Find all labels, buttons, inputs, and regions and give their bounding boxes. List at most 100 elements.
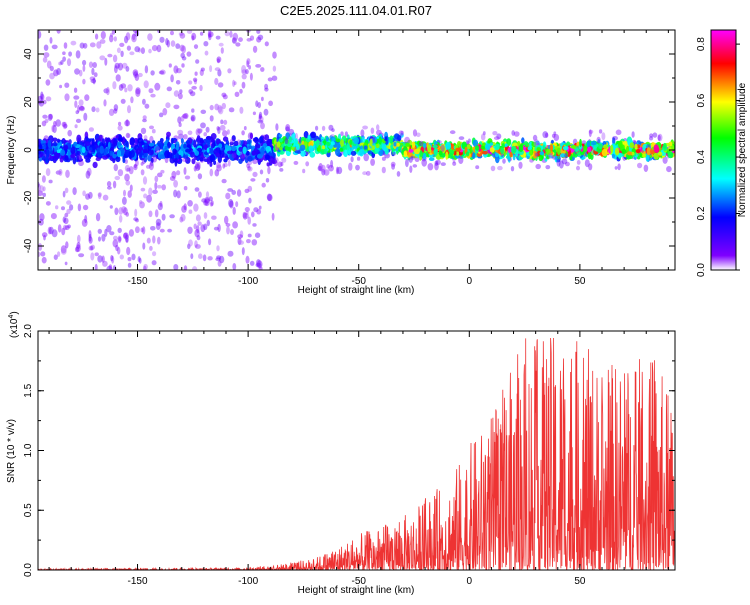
spectrogram-cell bbox=[157, 202, 163, 211]
spectrogram-cell bbox=[666, 166, 672, 173]
spectrogram-cell bbox=[176, 170, 181, 176]
spectrogram-cell bbox=[196, 147, 203, 152]
spectrogram-cell bbox=[346, 143, 350, 151]
spectrogram-cell bbox=[223, 158, 228, 163]
spectrogram-cell bbox=[374, 147, 380, 153]
spectrogram-cell bbox=[365, 170, 371, 176]
spectrogram-cell bbox=[41, 120, 47, 127]
spectrogram-cell bbox=[242, 146, 247, 154]
spectrogram-cell bbox=[215, 257, 221, 262]
spectrogram-cell bbox=[208, 33, 212, 41]
spectrogram-cell bbox=[110, 255, 114, 262]
spectrogram-cell bbox=[376, 124, 380, 131]
spectrogram-cell bbox=[111, 30, 116, 35]
spectrogram-cell bbox=[456, 151, 460, 157]
spectrogram-cell bbox=[89, 147, 93, 152]
spectrogram-cell bbox=[183, 265, 188, 270]
spectrogram-cell bbox=[183, 167, 187, 175]
spectrogram-cell bbox=[247, 233, 252, 238]
spectrogram-cell bbox=[201, 198, 207, 203]
spectrogram-cell bbox=[60, 60, 64, 65]
spectrogram-cell bbox=[216, 255, 222, 260]
spectrogram-cell bbox=[109, 205, 113, 209]
spectrogram-cell bbox=[83, 112, 88, 121]
spectrogram-cell bbox=[258, 111, 263, 119]
spectrogram-cell bbox=[227, 150, 233, 155]
spectrogram-cell bbox=[115, 74, 121, 82]
spectrogram-cell bbox=[421, 158, 428, 167]
spectrogram-cell bbox=[147, 33, 153, 41]
spectrogram-cell bbox=[135, 218, 139, 223]
spectrogram-cell bbox=[130, 96, 134, 104]
spectrogram-cell bbox=[264, 87, 269, 92]
spectrogram-cell bbox=[106, 265, 113, 270]
spectrogram-cell bbox=[42, 56, 48, 63]
spectrogram-cell bbox=[172, 148, 177, 155]
spectrogram-cell bbox=[261, 182, 266, 188]
spectrogram-cell bbox=[168, 63, 172, 68]
spectrogram-cell bbox=[117, 169, 124, 177]
spectrogram-cell bbox=[238, 240, 244, 245]
spectrogram-cell bbox=[40, 140, 46, 144]
figure-title: C2E5.2025.111.04.01.R07 bbox=[280, 3, 432, 18]
spectrogram-cell bbox=[267, 166, 271, 175]
spectrogram-cell bbox=[116, 47, 121, 54]
spectrogram-cell bbox=[631, 131, 635, 138]
spectrogram-cell bbox=[159, 69, 166, 75]
spectrogram-cell bbox=[63, 123, 68, 129]
spectrogram-cell bbox=[65, 241, 69, 249]
spectrogram-cell bbox=[587, 151, 592, 160]
spectrogram-cell bbox=[39, 185, 44, 193]
spectrogram-cell bbox=[279, 168, 284, 172]
spectrogram-cell bbox=[246, 60, 250, 68]
spectrogram-cell bbox=[274, 157, 279, 164]
spectrogram-cell bbox=[133, 164, 138, 171]
spectrogram-cell bbox=[384, 136, 388, 142]
spectrogram-cell bbox=[229, 141, 235, 146]
spectrogram-cell bbox=[224, 144, 229, 152]
spectrogram-cell bbox=[137, 256, 141, 263]
y-tick-label: 0.5 bbox=[23, 503, 34, 517]
spectrogram-cell bbox=[241, 247, 245, 256]
spectrogram-cell bbox=[408, 149, 414, 153]
spectrogram-cell bbox=[231, 190, 236, 195]
spectrogram-cell bbox=[129, 184, 133, 192]
spectrogram-cell bbox=[370, 158, 375, 166]
spectrogram-cell bbox=[76, 241, 81, 249]
spectrogram-cell bbox=[64, 212, 69, 218]
spectrogram-cell bbox=[113, 138, 118, 147]
spectrogram-cell bbox=[78, 69, 83, 77]
spectrogram-cell bbox=[267, 139, 271, 147]
spectrogram-cell bbox=[318, 163, 323, 172]
spectrogram-cell bbox=[255, 143, 261, 149]
spectrogram-cell bbox=[641, 150, 646, 155]
spectrogram-cell bbox=[126, 167, 131, 172]
spectrogram-cell bbox=[197, 128, 203, 134]
spectrogram-axes: -150 -100 -50 0 50 -40 -20 0 20 40 bbox=[23, 29, 675, 287]
spectrogram-panel: -150 -100 -50 0 50 -40 -20 0 20 40 Height of stra… bbox=[6, 29, 676, 296]
spectrogram-cell bbox=[146, 237, 151, 244]
spectrogram-cell bbox=[184, 175, 191, 180]
spectrogram-cell bbox=[335, 138, 341, 143]
spectrogram-cell bbox=[596, 136, 601, 144]
spectrogram-cell bbox=[176, 190, 181, 199]
spectrogram-cell bbox=[264, 41, 269, 47]
spectrogram-cell bbox=[180, 52, 185, 59]
spectrogram-cell bbox=[91, 67, 95, 76]
spectrogram-cell bbox=[180, 138, 184, 144]
spectrogram-cell bbox=[112, 81, 117, 90]
spectrogram-cell bbox=[195, 214, 201, 222]
spectrogram-cell bbox=[228, 199, 234, 208]
spectrogram-cell bbox=[390, 144, 394, 149]
spectrogram-cell bbox=[157, 184, 162, 189]
spectrogram-cell bbox=[233, 140, 239, 146]
spectrogram-cell bbox=[47, 113, 53, 121]
spectrogram-cell bbox=[124, 164, 130, 172]
spectrogram-cell bbox=[118, 207, 124, 215]
spectrogram-cell bbox=[132, 69, 139, 76]
spectrogram-cell bbox=[64, 261, 68, 266]
spectrogram-cell bbox=[191, 108, 195, 113]
spectrogram-cell bbox=[579, 138, 582, 147]
spectrogram-cell bbox=[236, 189, 242, 197]
spectrogram-cell bbox=[154, 209, 159, 218]
